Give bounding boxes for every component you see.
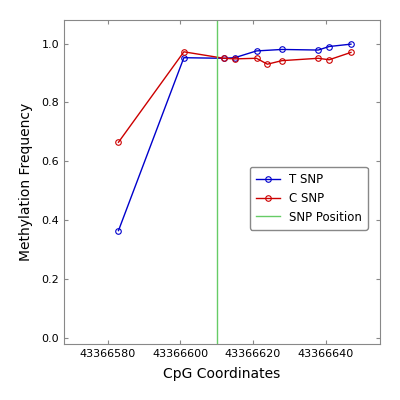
T SNP [232, 55, 237, 60]
C SNP [327, 57, 332, 62]
T SNP [316, 48, 321, 52]
T SNP [280, 47, 284, 52]
T SNP [348, 42, 353, 46]
C SNP [348, 50, 353, 55]
C SNP [265, 62, 270, 66]
T SNP [116, 228, 121, 233]
C SNP [222, 56, 226, 61]
X-axis label: CpG Coordinates: CpG Coordinates [163, 367, 281, 381]
T SNP [254, 48, 259, 53]
C SNP [280, 58, 284, 63]
T SNP [182, 55, 186, 60]
Y-axis label: Methylation Frequency: Methylation Frequency [19, 103, 33, 261]
Line: C SNP: C SNP [116, 49, 354, 145]
C SNP [232, 56, 237, 61]
Line: T SNP: T SNP [116, 41, 354, 233]
C SNP [116, 140, 121, 145]
Legend: T SNP, C SNP, SNP Position: T SNP, C SNP, SNP Position [250, 167, 368, 230]
C SNP [182, 50, 186, 54]
T SNP [222, 56, 226, 61]
T SNP [327, 44, 332, 49]
C SNP [254, 56, 259, 61]
C SNP [316, 56, 321, 61]
